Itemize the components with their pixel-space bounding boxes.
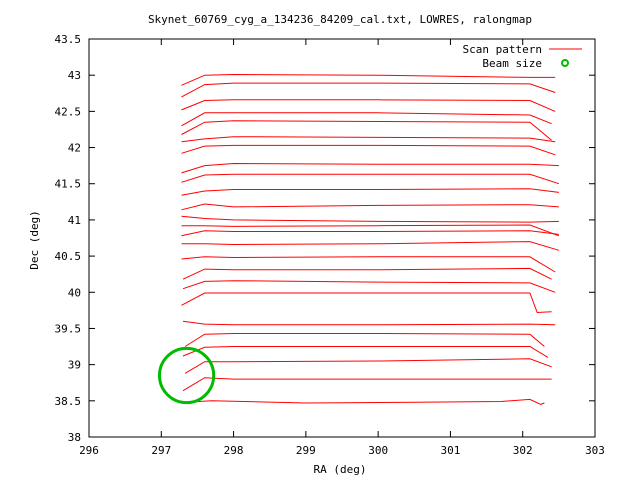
y-tick-label: 43 [68,69,81,82]
x-tick-label: 297 [151,444,171,457]
legend-label-scan-pattern: Scan pattern [463,43,542,56]
scan-line [184,333,545,347]
y-axis-ticks: 38 38.5 39 39.5 40 40.5 41 41.5 42 42.5 43 43.5 [55,33,595,444]
legend: Scan pattern Beam size [463,43,582,70]
y-tick-label: 40 [68,286,81,299]
beam-size-circle [157,346,216,405]
legend-label-beam-size: Beam size [482,57,542,70]
chart-title: Skynet_60769_cyg_a_134236_84209_cal.txt,… [148,13,532,26]
x-tick-label: 301 [440,444,460,457]
scan-line [181,144,556,156]
y-tick-label: 41 [68,214,81,227]
beam-size-series [157,346,216,405]
scan-line [185,398,545,405]
y-tick-label: 42.5 [55,105,82,118]
y-tick-label: 38 [68,431,81,444]
scan-line [181,120,552,141]
x-axis-ticks: 296 297 298 299 300 301 302 303 [79,39,605,457]
scan-line [181,99,556,112]
y-tick-label: 41.5 [55,178,82,191]
y-tick-label: 38.5 [55,395,82,408]
x-tick-label: 298 [224,444,244,457]
x-tick-label: 300 [368,444,388,457]
scan-line [181,230,559,237]
scan-pattern-series [181,73,560,405]
scan-line [182,267,552,280]
x-tick-label: 299 [296,444,316,457]
scan-line [181,112,552,127]
scan-line [181,82,556,98]
scan-line [182,280,556,293]
y-tick-label: 39 [68,359,81,372]
scan-line [181,203,559,211]
plot-frame [88,38,596,438]
scan-line [181,188,559,196]
scan-line [181,73,556,86]
scan-line [181,256,556,273]
scan-line [182,377,552,392]
x-axis-label: RA (deg) [314,463,367,476]
y-tick-label: 40.5 [55,250,82,263]
scan-line [182,320,556,326]
y-axis-label: Dec (deg) [28,210,41,270]
scan-line [181,215,559,223]
scan-line [181,292,552,314]
legend-swatch-beam-size [561,59,569,67]
scan-line [181,173,560,185]
scan-line [181,136,556,143]
x-tick-label: 302 [513,444,533,457]
scan-line [184,358,552,374]
x-tick-label: 296 [79,444,99,457]
y-tick-label: 39.5 [55,322,82,335]
scan-line [181,241,560,251]
scan-line [181,224,560,237]
x-tick-label: 303 [585,444,605,457]
scan-line [181,162,559,174]
scan-line [182,346,549,358]
y-tick-label: 43.5 [55,33,82,46]
y-tick-label: 42 [68,142,81,155]
